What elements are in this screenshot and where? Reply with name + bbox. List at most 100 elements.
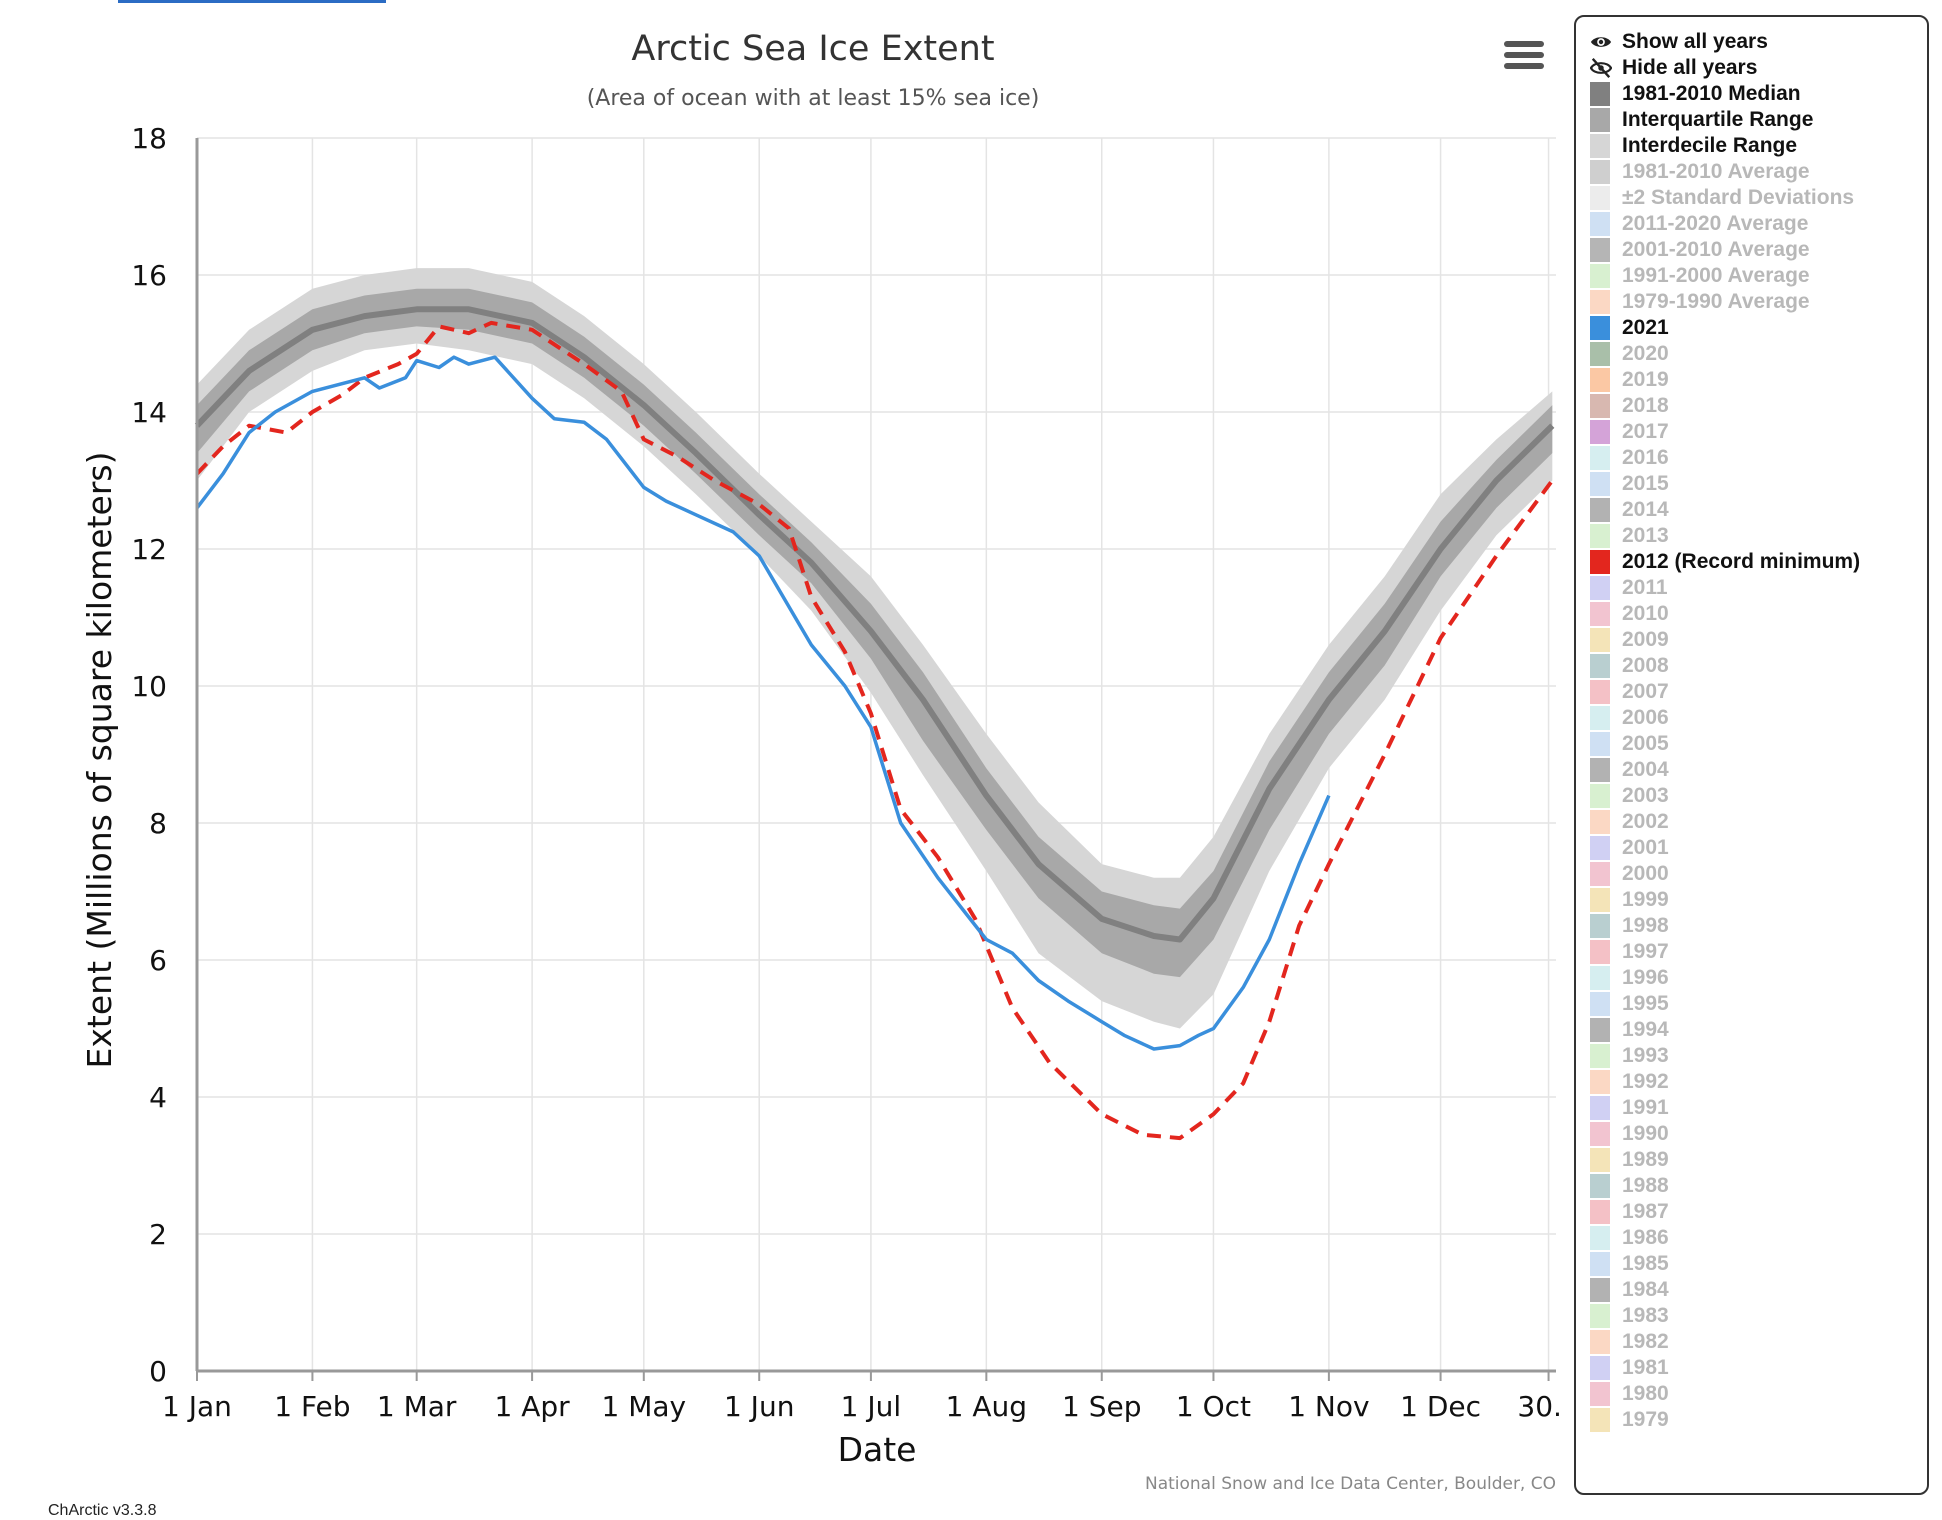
legend-label: 2014 [1622,498,1669,521]
legend-item-1980[interactable]: 1980 [1590,1381,1927,1407]
legend-label: 2017 [1622,420,1669,443]
legend-item-1979-1990-average[interactable]: 1979-1990 Average [1590,289,1927,315]
legend-item-2018[interactable]: 2018 [1590,393,1927,419]
legend-swatch [1590,498,1610,522]
legend-label: 1996 [1622,966,1669,989]
top-tab-indicator [118,0,386,3]
legend-label: 2004 [1622,758,1669,781]
legend-label: 2003 [1622,784,1669,807]
legend-swatch [1590,576,1610,600]
legend-item-1983[interactable]: 1983 [1590,1303,1927,1329]
legend-item-1994[interactable]: 1994 [1590,1017,1927,1043]
legend-label: 1986 [1622,1226,1669,1249]
legend-item-2000[interactable]: 2000 [1590,861,1927,887]
legend-item-1990[interactable]: 1990 [1590,1121,1927,1147]
legend-label: 1985 [1622,1252,1669,1275]
legend-item-1999[interactable]: 1999 [1590,887,1927,913]
chart-menu-button[interactable] [1504,38,1544,74]
legend-swatch [1590,420,1610,444]
y-tick-label: 2 [149,1218,167,1251]
legend-label: 1994 [1622,1018,1669,1041]
legend-label: 1992 [1622,1070,1669,1093]
hamburger-icon-bar [1504,52,1544,58]
legend-item-1997[interactable]: 1997 [1590,939,1927,965]
legend-item-1995[interactable]: 1995 [1590,991,1927,1017]
chart-credit: National Snow and Ice Data Center, Bould… [1145,1474,1556,1494]
legend-item-1989[interactable]: 1989 [1590,1147,1927,1173]
legend-item-1992[interactable]: 1992 [1590,1069,1927,1095]
legend-item-1987[interactable]: 1987 [1590,1199,1927,1225]
legend-label: 1993 [1622,1044,1669,1067]
legend-item-1979[interactable]: 1979 [1590,1407,1927,1433]
legend-label: 1999 [1622,888,1669,911]
y-tick-label: 18 [131,122,167,155]
legend-swatch [1590,82,1610,106]
legend-item-interquartile-range[interactable]: Interquartile Range [1590,107,1927,133]
legend-item-2014[interactable]: 2014 [1590,497,1927,523]
legend-item-2006[interactable]: 2006 [1590,705,1927,731]
chart-subtitle: (Area of ocean with at least 15% sea ice… [587,86,1040,111]
legend-item-1981[interactable]: 1981 [1590,1355,1927,1381]
show-all-years-button[interactable]: Show all years [1590,29,1927,55]
legend-item-1988[interactable]: 1988 [1590,1173,1927,1199]
legend-item-1985[interactable]: 1985 [1590,1251,1927,1277]
legend-item-2016[interactable]: 2016 [1590,445,1927,471]
y-tick-label: 10 [131,670,167,703]
legend-swatch [1590,1070,1610,1094]
legend-swatch [1590,888,1610,912]
legend-item-1984[interactable]: 1984 [1590,1277,1927,1303]
legend-item-1982[interactable]: 1982 [1590,1329,1927,1355]
legend-swatch [1590,342,1610,366]
legend-item-interdecile-range[interactable]: Interdecile Range [1590,133,1927,159]
legend-item-2003[interactable]: 2003 [1590,783,1927,809]
legend-item-2002[interactable]: 2002 [1590,809,1927,835]
hide-all-years-button[interactable]: Hide all years [1590,55,1927,81]
legend-swatch [1590,186,1610,210]
legend-swatch [1590,108,1610,132]
legend-item-1981-2010-median[interactable]: 1981-2010 Median [1590,81,1927,107]
legend-item-2008[interactable]: 2008 [1590,653,1927,679]
legend-swatch [1590,966,1610,990]
legend-item-2001-2010-average[interactable]: 2001-2010 Average [1590,237,1927,263]
legend-item-1991-2000-average[interactable]: 1991-2000 Average [1590,263,1927,289]
legend-label: 1988 [1622,1174,1669,1197]
legend-item-2005[interactable]: 2005 [1590,731,1927,757]
legend-label: 1984 [1622,1278,1669,1301]
legend-list: Show all years Hide all years 1981-2010 … [1576,17,1927,1433]
legend-swatch [1590,1148,1610,1172]
legend-item-2004[interactable]: 2004 [1590,757,1927,783]
legend-item-2015[interactable]: 2015 [1590,471,1927,497]
legend-item-1996[interactable]: 1996 [1590,965,1927,991]
legend-label: 2009 [1622,628,1669,651]
legend-item-2020[interactable]: 2020 [1590,341,1927,367]
legend-item-2010[interactable]: 2010 [1590,601,1927,627]
legend-item-2012-record-minimum[interactable]: 2012 (Record minimum) [1590,549,1927,575]
legend-swatch [1590,550,1610,574]
legend-swatch [1590,628,1610,652]
legend-item-1986[interactable]: 1986 [1590,1225,1927,1251]
legend-label: 1991 [1622,1096,1669,1119]
legend-swatch [1590,316,1610,340]
eye-slash-icon [1590,58,1612,78]
x-tick-label: 30... [1517,1390,1560,1423]
legend-item-2009[interactable]: 2009 [1590,627,1927,653]
legend-item-2-standard-deviations[interactable]: ±2 Standard Deviations [1590,185,1927,211]
legend-item-1998[interactable]: 1998 [1590,913,1927,939]
legend-item-2007[interactable]: 2007 [1590,679,1927,705]
legend-item-2021[interactable]: 2021 [1590,315,1927,341]
y-tick-label: 4 [149,1081,167,1114]
legend-item-1991[interactable]: 1991 [1590,1095,1927,1121]
legend-item-2013[interactable]: 2013 [1590,523,1927,549]
legend-item-2011-2020-average[interactable]: 2011-2020 Average [1590,211,1927,237]
legend-swatch [1590,680,1610,704]
legend-item-2011[interactable]: 2011 [1590,575,1927,601]
legend-item-2001[interactable]: 2001 [1590,835,1927,861]
legend-swatch [1590,1278,1610,1302]
legend-item-2019[interactable]: 2019 [1590,367,1927,393]
legend-item-1993[interactable]: 1993 [1590,1043,1927,1069]
legend-swatch [1590,732,1610,756]
legend-label: 1981 [1622,1356,1669,1379]
legend-item-1981-2010-average[interactable]: 1981-2010 Average [1590,159,1927,185]
legend-item-2017[interactable]: 2017 [1590,419,1927,445]
y-tick-label: 14 [131,396,167,429]
